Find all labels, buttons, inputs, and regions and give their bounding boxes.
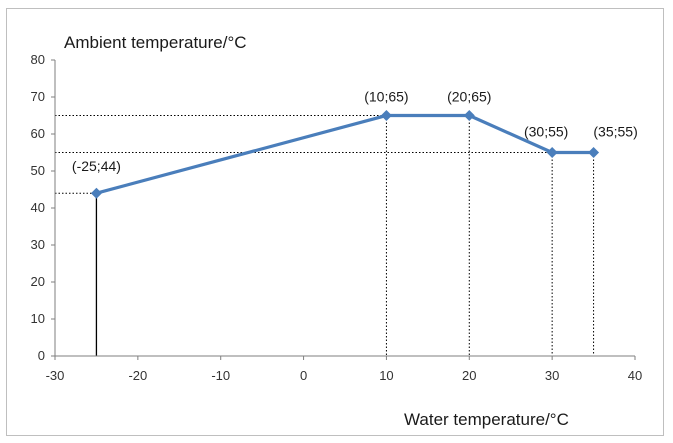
- point-labels: (-25;44) (10;65) (20;65) (30;55) (35;55): [72, 89, 638, 175]
- y-axis-title: Ambient temperature/°C: [64, 33, 247, 52]
- data-point-label: (20;65): [447, 89, 491, 105]
- data-point-marker: [546, 147, 558, 158]
- y-tick-label: 10: [31, 311, 45, 326]
- data-series: [90, 110, 600, 199]
- axes: 0 10 20 30 40 50 60 70 80 -30 -20 -10 0 10 20 30 40: [31, 52, 643, 383]
- x-tick-label: 0: [300, 368, 307, 383]
- x-tick-label: 40: [628, 368, 642, 383]
- data-point-label: (35;55): [593, 124, 637, 140]
- chart-frame: [6, 8, 664, 436]
- y-tick-label: 80: [31, 52, 45, 67]
- x-tick-label: -10: [211, 368, 230, 383]
- x-axis-title: Water temperature/°C: [404, 410, 569, 429]
- y-tick-label: 0: [38, 348, 45, 363]
- y-tick-label: 30: [31, 237, 45, 252]
- y-tick-label: 70: [31, 89, 45, 104]
- x-tick-label: 10: [379, 368, 393, 383]
- data-point-marker: [90, 187, 102, 199]
- y-tick-label: 60: [31, 126, 45, 141]
- data-point-marker: [463, 110, 475, 121]
- y-tick-label: 40: [31, 200, 45, 215]
- data-point-label: (-25;44): [72, 158, 121, 174]
- data-point-marker: [380, 110, 392, 121]
- series-line: [96, 113, 594, 195]
- data-point-label: (30;55): [524, 124, 568, 140]
- guide-lines: [55, 115, 595, 356]
- data-point-label: (10;65): [364, 89, 408, 105]
- x-tick-label: -30: [46, 368, 65, 383]
- data-point-marker: [588, 147, 600, 158]
- x-tick-label: 20: [462, 368, 476, 383]
- x-tick-label: 30: [545, 368, 559, 383]
- x-tick-label: -20: [128, 368, 147, 383]
- y-tick-label: 20: [31, 274, 45, 289]
- y-tick-label: 50: [31, 163, 45, 178]
